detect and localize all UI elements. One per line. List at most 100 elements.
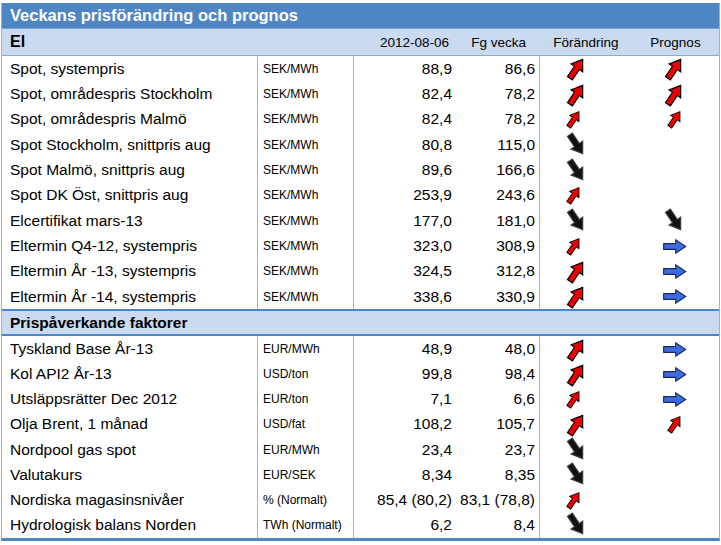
row-unit: SEK/MWh (257, 157, 354, 182)
section-header-el: El (2, 33, 257, 51)
row-unit: USD/ton (257, 362, 354, 387)
change-arrow-cell (540, 259, 632, 284)
change-arrow-cell (540, 56, 632, 81)
row-unit: EUR/ton (257, 387, 354, 412)
value-current: 23,4 (354, 437, 454, 462)
change-arrow-cell (540, 81, 632, 106)
change-arrow-cell (540, 487, 632, 512)
forecast-arrow-cell (632, 387, 717, 412)
row-label: Spot Malmö, snittpris aug (2, 157, 257, 182)
value-current: 338,6 (354, 284, 454, 309)
row-label: Elcertifikat mars-13 (2, 208, 257, 233)
row-unit: SEK/MWh (257, 56, 354, 81)
rows-el: Spot, systemprisSEK/MWh88,986,6Spot, omr… (2, 56, 719, 309)
change-arrow-cell (540, 157, 632, 182)
forecast-arrow-cell (632, 259, 717, 284)
column-header-date: 2012-08-06 (354, 35, 454, 50)
forecast-arrow-cell (632, 132, 717, 157)
forecast-arrow-cell (632, 362, 717, 387)
arrow-right-blue-icon (655, 288, 695, 305)
row-label: Spot, systempris (2, 56, 257, 81)
table-row: Eltermin År -13, systemprisSEK/MWh324,53… (2, 259, 719, 284)
value-current: 7,1 (354, 387, 454, 412)
column-header-row: El 2012-08-06 Fg vecka Förändring Progno… (2, 29, 719, 56)
column-header-forecast: Prognos (632, 35, 719, 50)
row-label: Tyskland Base År-13 (2, 336, 257, 361)
table-row: Spot, områdespris StockholmSEK/MWh82,478… (2, 81, 719, 106)
value-prev-week: 83,1 (78,8) (454, 487, 540, 512)
value-prev-week: 308,9 (454, 233, 540, 258)
forecast-arrow-cell (632, 437, 717, 462)
arrow-right-blue-icon (655, 263, 695, 280)
change-arrow-cell (540, 336, 632, 361)
row-label: Valutakurs (2, 462, 257, 487)
change-arrow-cell (540, 387, 632, 412)
table-row: Eltermin Q4-12, systemprisSEK/MWh323,030… (2, 233, 719, 258)
table-row: ValutakursEUR/SEK8,348,35 (2, 462, 719, 487)
row-label: Nordiska magasinsnivåer (2, 487, 257, 512)
arrow-down-black-icon (559, 508, 594, 543)
row-label: Spot DK Öst, snittpris aug (2, 183, 257, 208)
value-prev-week: 8,35 (454, 462, 540, 487)
change-arrow-cell (540, 362, 632, 387)
change-arrow-cell (540, 132, 632, 157)
row-label: Spot, områdespris Stockholm (2, 81, 257, 106)
arrow-up-red-icon (560, 182, 588, 210)
row-label: Eltermin År -14, systempris (2, 284, 257, 309)
value-prev-week: 115,0 (454, 132, 540, 157)
change-arrow-cell (540, 183, 632, 208)
arrow-up-red-icon (661, 105, 689, 133)
row-label: Hydrologisk balans Norden (2, 512, 257, 537)
table-row: Tyskland Base År-13EUR/MWh48,948,0 (2, 336, 719, 361)
row-unit: SEK/MWh (257, 132, 354, 157)
row-label: Utsläppsrätter Dec 2012 (2, 387, 257, 412)
arrow-right-blue-icon (655, 341, 695, 358)
row-label: Olja Brent, 1 månad (2, 412, 257, 437)
value-prev-week: 312,8 (454, 259, 540, 284)
change-arrow-cell (540, 233, 632, 258)
table-row: Nordiska magasinsnivåer% (Normalt)85,4 (… (2, 487, 719, 512)
row-unit: SEK/MWh (257, 81, 354, 106)
forecast-arrow-cell (632, 56, 717, 81)
value-current: 82,4 (354, 81, 454, 106)
change-arrow-cell (540, 512, 632, 537)
value-prev-week: 78,2 (454, 107, 540, 132)
value-prev-week: 86,6 (454, 56, 540, 81)
row-label: Spot Stockholm, snittpris aug (2, 132, 257, 157)
report-title-bar: Veckans prisförändring och prognos (2, 3, 719, 29)
value-prev-week: 23,7 (454, 437, 540, 462)
value-current: 108,2 (354, 412, 454, 437)
column-header-prev-week: Fg vecka (454, 35, 540, 50)
change-arrow-cell (540, 208, 632, 233)
value-current: 89,6 (354, 157, 454, 182)
forecast-arrow-cell (632, 462, 717, 487)
row-unit: EUR/MWh (257, 437, 354, 462)
column-header-change: Förändring (540, 35, 632, 50)
row-unit: SEK/MWh (257, 183, 354, 208)
row-unit: SEK/MWh (257, 208, 354, 233)
arrow-right-blue-icon (655, 238, 695, 255)
value-current: 177,0 (354, 208, 454, 233)
table-row: Eltermin År -14, systemprisSEK/MWh338,63… (2, 284, 719, 309)
value-current: 80,8 (354, 132, 454, 157)
forecast-arrow-cell (632, 233, 717, 258)
section-header-factors-label: Prispåverkande faktorer (10, 314, 187, 332)
rows-factors: Tyskland Base År-13EUR/MWh48,948,0Kol AP… (2, 336, 719, 537)
row-unit: SEK/MWh (257, 259, 354, 284)
value-prev-week: 243,6 (454, 183, 540, 208)
value-current: 324,5 (354, 259, 454, 284)
forecast-arrow-cell (632, 107, 717, 132)
table-row: Hydrologisk balans NordenTWh (Normalt)6,… (2, 512, 719, 537)
value-current: 85,4 (80,2) (354, 487, 454, 512)
forecast-arrow-cell (632, 336, 717, 361)
table-row: Spot, systemprisSEK/MWh88,986,6 (2, 56, 719, 81)
price-report-table: Veckans prisförändring och prognos El 20… (1, 3, 720, 541)
change-arrow-cell (540, 462, 632, 487)
row-label: Nordpool gas spot (2, 437, 257, 462)
table-row: Elcertifikat mars-13SEK/MWh177,0181,0 (2, 208, 719, 233)
row-unit: % (Normalt) (257, 487, 354, 512)
table-row: Spot DK Öst, snittpris augSEK/MWh253,924… (2, 183, 719, 208)
value-prev-week: 105,7 (454, 412, 540, 437)
value-prev-week: 330,9 (454, 284, 540, 309)
value-prev-week: 8,4 (454, 512, 540, 537)
